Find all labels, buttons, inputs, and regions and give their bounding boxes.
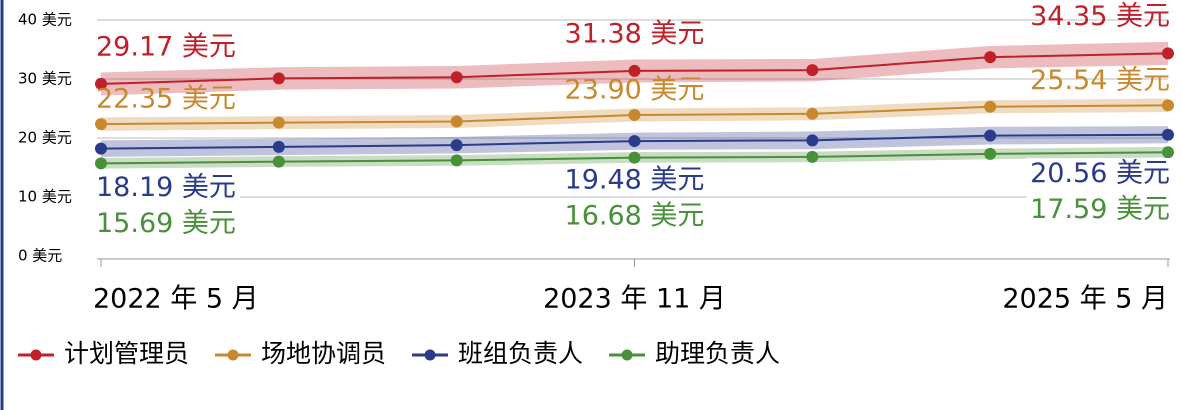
value-label: 18.19 美元: [96, 172, 236, 203]
x-tick-label: 2023 年 11 月: [543, 284, 726, 315]
legend-dot: [30, 349, 42, 361]
point: [1162, 146, 1174, 159]
point: [272, 72, 285, 85]
value-label: 19.48 美元: [565, 165, 705, 196]
point: [95, 77, 107, 90]
label-bg: [560, 164, 709, 196]
value-label: 22.35 美元: [96, 84, 236, 115]
point: [806, 107, 819, 120]
legend-dot: [621, 349, 633, 361]
y-tick-label: 30 美元: [18, 70, 72, 88]
point: [450, 115, 463, 128]
legend-item: 助理负责人: [609, 339, 780, 368]
point: [272, 140, 285, 153]
label-bg: [1026, 194, 1174, 226]
y-tick-label: 40 美元: [18, 11, 72, 29]
point: [95, 157, 107, 170]
value-label: 15.69 美元: [96, 208, 236, 239]
point: [984, 51, 997, 64]
point: [1162, 47, 1174, 60]
value-label: 20.56 美元: [1030, 158, 1170, 189]
legend-dot: [424, 349, 436, 361]
point: [272, 155, 285, 168]
value-label: 34.35 美元: [1030, 1, 1170, 32]
point: [450, 139, 463, 152]
y-tick-label: 0 美元: [18, 247, 62, 265]
point: [272, 116, 285, 129]
point: [628, 151, 641, 164]
label-bg: [560, 200, 709, 232]
value-label: 17.59 美元: [1030, 194, 1170, 225]
legend-label: 计划管理员: [64, 339, 189, 368]
point: [806, 134, 819, 147]
legend-dot: [227, 349, 239, 361]
value-label: 23.90 美元: [565, 74, 705, 105]
y-tick-label: 10 美元: [18, 188, 72, 206]
legend-label: 班组负责人: [458, 339, 583, 368]
legend-item: 班组负责人: [412, 339, 583, 368]
point: [984, 129, 997, 142]
point: [628, 64, 641, 77]
point: [450, 71, 463, 84]
legend-label: 场地协调员: [261, 339, 386, 368]
point: [450, 154, 463, 167]
value-label: 31.38 美元: [565, 18, 705, 49]
x-tick-label: 2022 年 5 月: [93, 284, 259, 315]
point: [1162, 128, 1174, 141]
value-label: 29.17 美元: [96, 31, 236, 62]
point: [628, 135, 641, 148]
value-label: 16.68 美元: [565, 201, 705, 232]
value-label: 25.54 美元: [1030, 65, 1170, 96]
point: [806, 150, 819, 163]
point: [95, 118, 107, 131]
legend-item: 场地协调员: [215, 339, 386, 368]
label-bg: [92, 208, 240, 240]
label-bg: [92, 172, 240, 204]
y-tick-label: 20 美元: [18, 129, 72, 147]
point: [628, 108, 641, 121]
point: [1162, 99, 1174, 112]
point: [984, 147, 997, 160]
legend-item: 计划管理员: [18, 339, 189, 368]
label-bg: [1026, 158, 1174, 190]
point: [806, 64, 819, 77]
legend-label: 助理负责人: [655, 339, 780, 368]
point: [984, 100, 997, 113]
x-tick-label: 2025 年 5 月: [1002, 284, 1168, 315]
point: [95, 142, 107, 155]
